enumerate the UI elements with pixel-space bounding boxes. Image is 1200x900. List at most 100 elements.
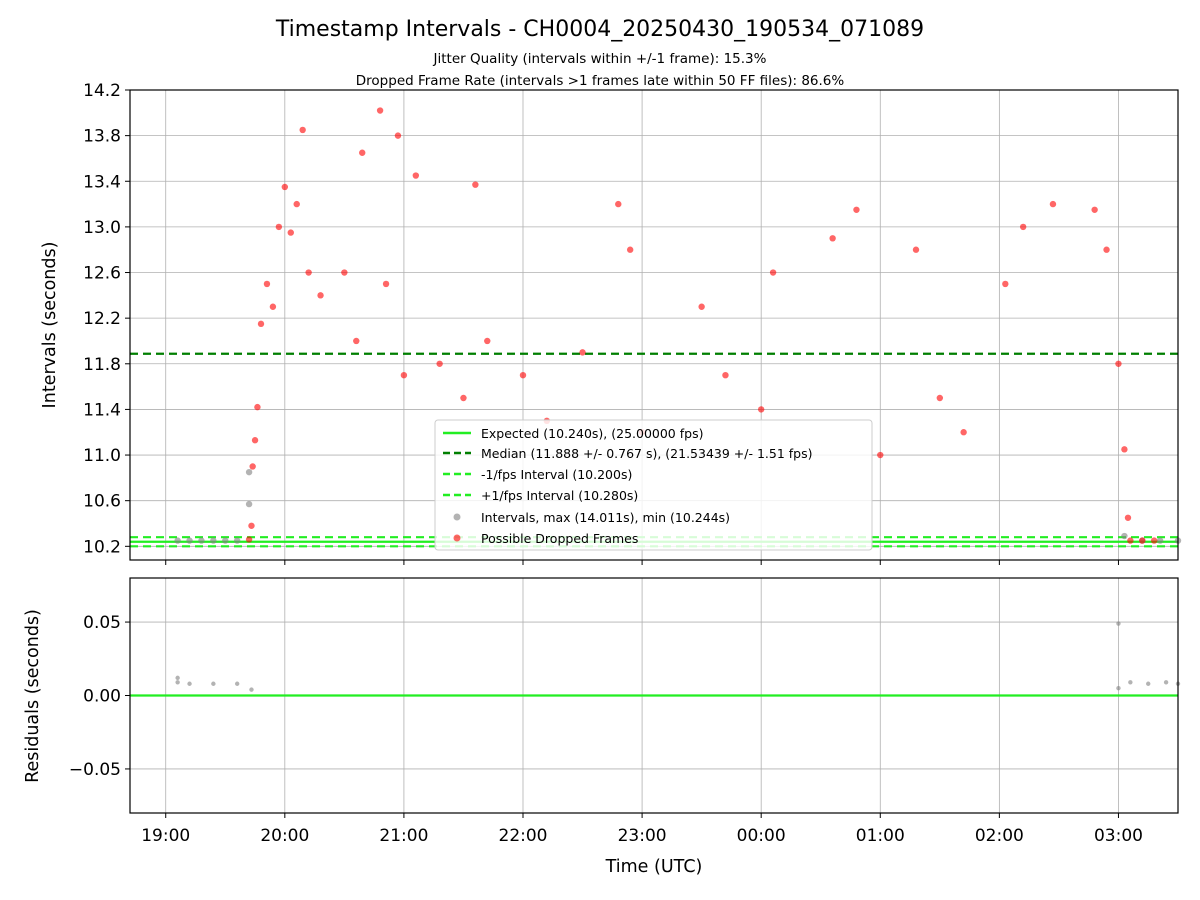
top-data-point — [287, 229, 294, 236]
top-data-point — [460, 394, 467, 402]
legend-swatch-intervals — [453, 513, 461, 521]
top-data-point — [269, 303, 277, 310]
top-plot-frame — [129, 89, 1179, 561]
bottom-data-point — [249, 687, 254, 692]
top-data-point — [579, 349, 586, 356]
top-data-point — [245, 468, 253, 476]
bottom-data-point — [1146, 681, 1151, 686]
top-y-tick-label: 14.2 — [83, 81, 121, 101]
bottom-data-point — [1128, 680, 1133, 685]
top-data-point — [359, 149, 366, 156]
top-y-tick-label: 13.0 — [83, 218, 121, 238]
top-data-point — [960, 429, 967, 436]
legend: Expected (10.240s), (25.00000 fps) Media… — [434, 419, 873, 551]
top-y-tick-label: 11.4 — [83, 400, 121, 420]
top-data-point — [394, 132, 402, 139]
legend-box — [434, 419, 873, 551]
bottom-data-point — [175, 675, 180, 681]
top-data-point — [317, 292, 324, 299]
bottom-y-axis-label: Residuals (seconds) — [23, 609, 43, 783]
x-ticks: 19:00 20:00 21:00 22:00 23:00 00:00 01:00 02:00… — [141, 560, 1143, 846]
top-data-point — [1124, 514, 1132, 521]
top-data-point — [412, 172, 420, 179]
top-data-point — [299, 126, 306, 134]
top-data-point — [829, 235, 836, 242]
top-data-point — [436, 360, 443, 367]
top-data-point — [254, 403, 261, 411]
top-data-point — [376, 107, 384, 114]
bottom-data-point — [234, 681, 240, 686]
top-data-point — [853, 206, 860, 213]
x-tick-label: 02:00 — [975, 826, 1024, 846]
chart-subtitle-jitter: Jitter Quality (intervals within +/-1 fr… — [433, 51, 767, 67]
legend-entry-expected: Expected (10.240s), (25.00000 fps) — [481, 426, 703, 441]
top-data-point — [198, 537, 205, 544]
top-data-point — [248, 522, 255, 529]
top-data-point — [210, 537, 217, 544]
top-data-point — [245, 500, 253, 508]
top-y-tick-label: 11.8 — [83, 355, 121, 375]
bottom-y-tick-label: 0.00 — [83, 687, 121, 707]
x-axis-label: Time (UTC) — [605, 857, 703, 877]
top-data-point — [1139, 537, 1146, 544]
top-data-point — [353, 337, 360, 345]
bottom-scatter-points — [175, 621, 1181, 692]
top-data-point — [1121, 532, 1128, 540]
top-data-point — [263, 280, 271, 288]
top-data-point — [769, 269, 777, 276]
top-data-point — [757, 406, 765, 413]
top-data-point — [1049, 200, 1057, 208]
x-tick-label: 23:00 — [618, 826, 667, 846]
top-data-point — [1091, 206, 1098, 213]
top-data-point — [877, 451, 884, 459]
top-data-point — [472, 181, 479, 188]
top-y-tick-label: 12.2 — [83, 309, 121, 329]
top-y-axis-label: Intervals (seconds) — [40, 242, 60, 409]
top-data-point — [400, 371, 408, 379]
top-gridlines — [130, 89, 1178, 560]
bottom-data-point — [187, 681, 192, 686]
top-data-point — [519, 371, 527, 379]
top-y-tick-label: 12.6 — [83, 264, 121, 284]
top-data-point — [382, 280, 390, 288]
top-data-point — [912, 246, 920, 253]
top-data-point — [1002, 280, 1009, 288]
bottom-y-tick-label: 0.05 — [83, 613, 121, 633]
x-tick-label: 03:00 — [1094, 826, 1143, 846]
bottom-data-point — [1163, 680, 1169, 685]
chart-title: Timestamp Intervals - CH0004_20250430_19… — [275, 17, 924, 42]
top-data-point — [698, 303, 705, 310]
top-y-tick-label: 11.0 — [83, 446, 121, 466]
top-y-tick-label: 13.8 — [83, 127, 121, 147]
bottom-data-point — [1116, 621, 1121, 626]
top-data-point — [186, 537, 193, 544]
top-data-point — [1103, 246, 1110, 253]
top-data-point — [293, 200, 300, 208]
top-data-point — [249, 463, 256, 470]
bottom-y-tick-label: −0.05 — [69, 760, 121, 780]
top-data-point — [615, 200, 622, 208]
top-data-point — [936, 394, 944, 402]
bottom-data-point — [175, 680, 180, 685]
top-data-point — [1150, 537, 1158, 544]
top-data-point — [341, 269, 348, 276]
top-data-point — [1156, 537, 1164, 544]
top-y-tick-label: 13.4 — [83, 172, 121, 192]
top-data-point — [1127, 537, 1134, 544]
legend-entry-intervals: Intervals, max (14.011s), min (10.244s) — [481, 510, 730, 525]
top-data-point — [233, 537, 241, 544]
top-data-point — [222, 537, 229, 544]
top-data-point — [305, 269, 312, 276]
x-tick-label: 01:00 — [856, 826, 905, 846]
x-tick-label: 22:00 — [499, 826, 548, 846]
x-tick-label: 20:00 — [260, 826, 309, 846]
x-tick-label: 00:00 — [737, 826, 786, 846]
x-tick-label: 19:00 — [141, 826, 190, 846]
bottom-data-point — [211, 681, 216, 686]
top-data-point — [1019, 223, 1027, 231]
top-data-point — [251, 437, 259, 444]
top-data-point — [626, 246, 634, 253]
chart-subtitle-dropped: Dropped Frame Rate (intervals >1 frames … — [356, 73, 845, 89]
top-data-point — [484, 337, 491, 345]
top-data-point — [1115, 360, 1122, 367]
